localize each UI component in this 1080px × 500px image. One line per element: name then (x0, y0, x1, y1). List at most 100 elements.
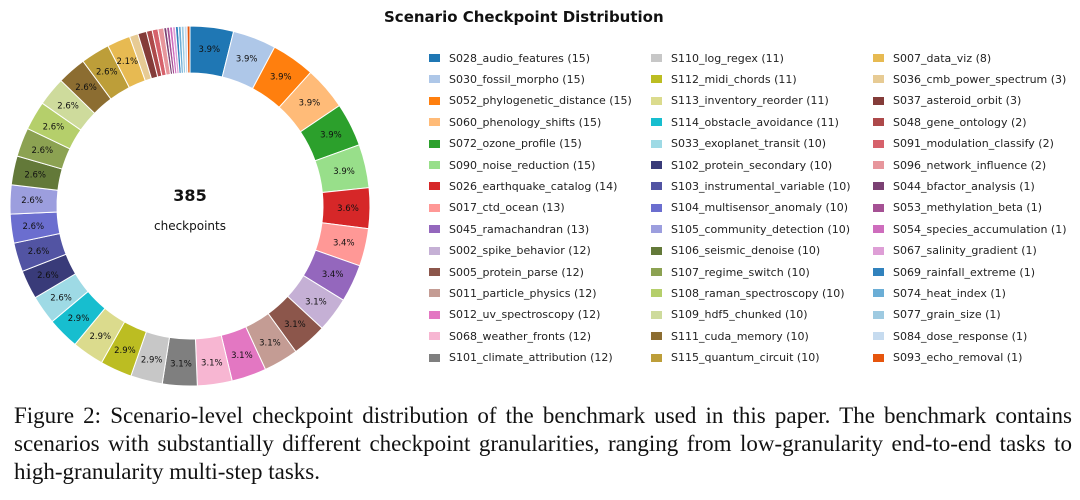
legend-swatch (873, 139, 884, 148)
slice-percent-label: 2.6% (50, 293, 72, 303)
legend-item: S067_salinity_gradient (1) (873, 243, 1037, 259)
legend-swatch (429, 118, 440, 127)
legend-label: S044_bfactor_analysis (1) (893, 179, 1035, 193)
legend-item: S115_quantum_circuit (10) (651, 350, 820, 366)
legend-item: S112_midi_chords (11) (651, 71, 797, 87)
legend-item: S005_protein_parse (12) (429, 264, 584, 280)
slice-percent-label: 2.1% (117, 57, 139, 67)
legend-label: S110_log_regex (11) (671, 51, 784, 65)
legend-item: S107_regime_switch (10) (651, 264, 810, 280)
legend-item: S068_weather_fronts (12) (429, 328, 591, 344)
slice-percent-label: 2.6% (75, 83, 97, 93)
legend-label: S093_echo_removal (1) (893, 351, 1023, 365)
legend-swatch (873, 353, 884, 362)
legend-label: S112_midi_chords (11) (671, 72, 797, 86)
legend-swatch (429, 54, 440, 62)
figure-caption: Figure 2: Scenario-level checkpoint dist… (14, 403, 1072, 484)
legend-label: S037_asteroid_orbit (3) (893, 94, 1022, 108)
legend-label: S113_inventory_reorder (11) (671, 94, 829, 108)
legend-swatch (651, 310, 662, 319)
figure: 3.9% 3.9% 3.9% 3.9% 3.9% 3.9% 3.6% 3.4% 3.4% 3.1%… (9, 8, 1067, 387)
slice-percent-label: 3.1% (170, 360, 192, 370)
legend-swatch (873, 75, 884, 84)
chart-title: Scenario Checkpoint Distribution (384, 8, 664, 26)
legend-label: S101_climate_attribution (12) (449, 351, 613, 365)
legend-item: S012_uv_spectroscopy (12) (429, 307, 600, 323)
slice-percent-label: 3.9% (320, 131, 342, 141)
legend-label: S072_ozone_profile (15) (449, 137, 582, 151)
slice-percent-label: 3.1% (231, 351, 253, 361)
legend-swatch (651, 289, 662, 298)
center-label: checkpoints (154, 219, 226, 233)
legend-label: S084_dose_response (1) (893, 329, 1028, 343)
legend-label: S106_seismic_denoise (10) (671, 244, 821, 258)
legend-label: S068_weather_fronts (12) (449, 329, 592, 343)
legend-item: S045_ramachandran (13) (429, 221, 589, 237)
legend-label: S069_rainfall_extreme (1) (893, 265, 1036, 279)
legend-item: S037_asteroid_orbit (3) (873, 93, 1021, 109)
legend-swatch (651, 75, 662, 84)
legend-label: S108_raman_spectroscopy (10) (671, 286, 845, 300)
legend-item: S011_particle_physics (12) (429, 285, 597, 301)
slice-percent-label: 3.9% (236, 55, 258, 65)
legend-label: S005_protein_parse (12) (449, 265, 584, 279)
slice-percent-label: 3.4% (322, 270, 344, 280)
slice-percent-label: 3.1% (259, 338, 281, 348)
legend-swatch (429, 161, 440, 169)
slice-percent-label: 3.1% (201, 358, 223, 368)
legend-swatch (873, 332, 884, 341)
legend-item: S090_noise_reduction (15) (429, 157, 595, 173)
legend-swatch (651, 246, 662, 255)
legend-label: S011_particle_physics (12) (449, 286, 597, 300)
slice-percent-label: 2.6% (57, 101, 79, 111)
legend-label: S107_regime_switch (10) (671, 265, 810, 279)
legend-item: S096_network_influence (2) (873, 157, 1046, 173)
legend-swatch (429, 268, 440, 276)
legend-label: S012_uv_spectroscopy (12) (449, 308, 601, 322)
donut-chart: 3.9% 3.9% 3.9% 3.9% 3.9% 3.9% 3.6% 3.4% 3.4% 3.1%… (9, 25, 371, 387)
legend-label: S026_earthquake_catalog (14) (449, 179, 618, 193)
legend-label: S114_obstacle_avoidance (11) (671, 115, 839, 129)
slice-percent-label: 2.9% (89, 332, 111, 342)
slice-percent-label: 2.6% (43, 123, 65, 133)
legend-item: S054_species_accumulation (1) (873, 221, 1067, 237)
legend-item: S091_modulation_classify (2) (873, 136, 1054, 152)
legend-label: S111_cuda_memory (10) (671, 329, 809, 343)
legend-swatch (873, 203, 884, 212)
legend-label: S102_protein_secondary (10) (671, 158, 833, 172)
legend-swatch (873, 118, 884, 127)
slice-percent-label: 3.1% (284, 320, 306, 330)
legend-label: S096_network_influence (2) (893, 158, 1047, 172)
legend-item: S109_hdf5_chunked (10) (651, 307, 808, 323)
legend-swatch (873, 96, 884, 105)
center-total: 385 (173, 186, 207, 205)
legend-label: S104_multisensor_anomaly (10) (671, 201, 849, 215)
legend-label: S053_methylation_beta (1) (893, 201, 1043, 215)
legend-label: S054_species_accumulation (1) (893, 222, 1067, 236)
legend-item: S114_obstacle_avoidance (11) (651, 114, 839, 130)
slice-percent-label: 2.9% (141, 355, 163, 365)
legend-item: S074_heat_index (1) (873, 285, 1006, 301)
legend-swatch (429, 225, 440, 234)
legend-item: S102_protein_secondary (10) (651, 157, 832, 173)
legend-swatch (651, 182, 662, 191)
legend-item: S028_audio_features (15) (429, 50, 590, 66)
legend-item: S104_multisensor_anomaly (10) (651, 200, 848, 216)
legend-label: S067_salinity_gradient (1) (893, 244, 1037, 258)
legend-swatch (429, 182, 440, 191)
legend-swatch (873, 225, 884, 234)
legend-item: S110_log_regex (11) (651, 50, 784, 66)
legend-label: S103_instrumental_variable (10) (671, 179, 851, 193)
legend-label: S007_data_viz (8) (893, 51, 992, 65)
legend-item: S101_climate_attribution (12) (429, 350, 613, 366)
legend-label: S030_fossil_morpho (15) (449, 72, 585, 86)
legend-swatch (873, 54, 884, 62)
donut-slice (186, 25, 191, 74)
slice-percent-label: 3.6% (337, 204, 359, 214)
legend-swatch (429, 246, 440, 255)
legend-item: S017_ctd_ocean (13) (429, 200, 565, 216)
legend-swatch (429, 203, 440, 212)
legend-item: S111_cuda_memory (10) (651, 328, 809, 344)
legend-swatch (429, 96, 440, 105)
legend-label: S105_community_detection (10) (671, 222, 851, 236)
